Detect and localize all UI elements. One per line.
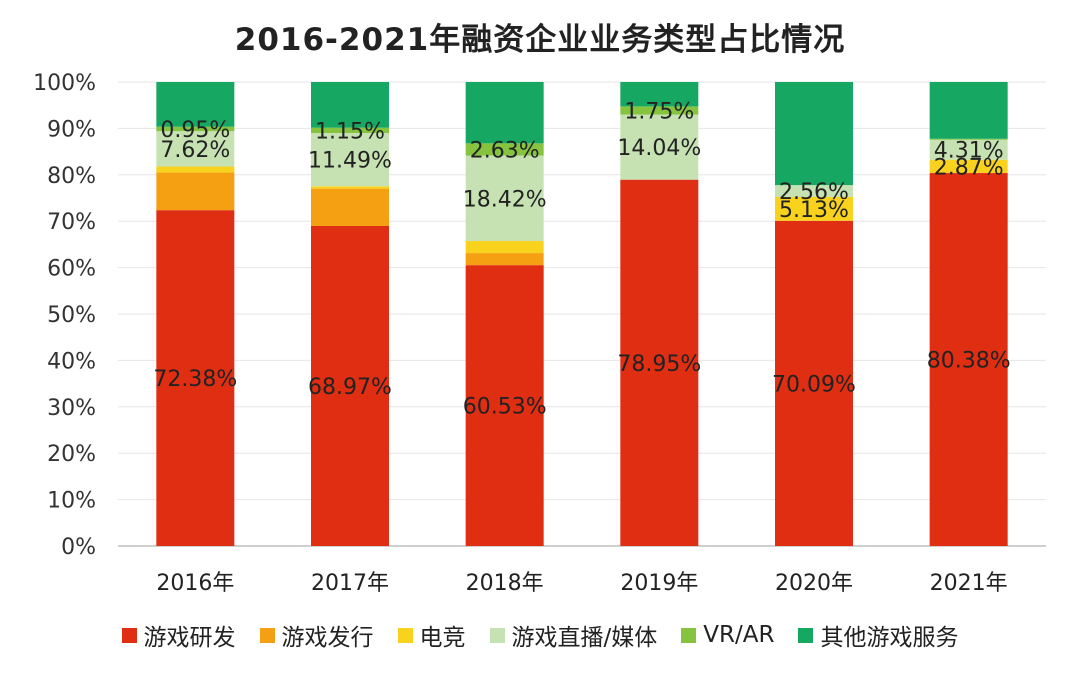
legend-label: 游戏研发 [143, 625, 236, 651]
legend-item: 其他游戏服务 [798, 618, 958, 652]
bar-segment-3-3 [620, 114, 699, 180]
y-tick-label: 20% [47, 442, 96, 467]
bar-segment-2-1 [465, 253, 544, 266]
stacked-bar-chart: 0% 10% 20% 30% 40% 50% 60% 70% 80% 90% 100% 72.38% 7… [33, 71, 1046, 596]
bar-segment-5-0 [929, 173, 1008, 546]
legend-item: 电竞 [397, 618, 466, 652]
bar-segment-2-2 [465, 241, 544, 254]
bar-segment-4-5 [775, 82, 853, 186]
data-label-1-4: 1.15% [315, 119, 385, 144]
legend-label: 其他游戏服务 [820, 625, 959, 651]
bar-segment-1-5 [311, 82, 389, 128]
bar-segment-4-0 [775, 220, 853, 546]
data-label-5-3: 4.31% [934, 139, 1004, 164]
bar-segment-0-3 [156, 131, 235, 167]
data-label-5-2: 2.87% [934, 155, 1004, 180]
y-tick-label: 50% [47, 303, 96, 328]
legend-swatch [798, 627, 814, 643]
bar-segment-1-0 [311, 225, 389, 547]
bar-segment-0-5 [156, 82, 235, 127]
bar-segment-4-2 [775, 196, 853, 221]
y-tick-label: 40% [47, 349, 96, 374]
legend-item: 游戏研发 [121, 618, 236, 652]
data-label-2-0: 60.53% [463, 395, 547, 420]
bar-segment-4-3 [775, 185, 853, 197]
y-tick-label: 80% [47, 164, 96, 189]
bar-segment-5-4 [929, 138, 1008, 140]
x-tick-label: 2019年 [620, 571, 698, 596]
legend-swatch [259, 627, 275, 643]
legend-swatch [121, 627, 137, 643]
data-label-3-4: 1.75% [624, 99, 694, 124]
legend-swatch [397, 627, 413, 643]
data-label-0-3: 7.62% [160, 138, 230, 163]
data-label-2-4: 2.63% [470, 138, 540, 163]
data-label-2-3: 18.42% [463, 187, 547, 212]
legend-swatch [681, 627, 697, 643]
y-tick-label: 0% [61, 535, 96, 560]
data-label-0-0: 72.38% [153, 367, 237, 392]
x-tick-label: 2021年 [930, 571, 1008, 596]
y-tick-label: 30% [47, 396, 96, 421]
bar-segment-5-2 [929, 159, 1008, 174]
x-tick-label: 2017年 [311, 571, 389, 596]
y-tick-label: 70% [47, 210, 96, 235]
bar-segment-2-4 [465, 143, 544, 156]
bar-segment-3-0 [620, 179, 699, 546]
y-tick-label: 90% [47, 117, 96, 142]
bar-segment-5-3 [929, 139, 1008, 160]
bar-segment-0-2 [156, 166, 235, 173]
data-label-4-3: 2.56% [779, 180, 849, 205]
legend-label: VR/AR [703, 622, 775, 648]
data-label-3-0: 78.95% [617, 352, 701, 377]
bar-segment-5-5 [929, 82, 1008, 139]
y-tick-label: 60% [47, 257, 96, 282]
bar-segment-1-2 [311, 186, 389, 189]
bar-segment-2-3 [465, 155, 544, 242]
y-tick-label: 10% [47, 489, 96, 514]
legend-label: 电竞 [419, 625, 466, 651]
x-tick-label: 2016年 [156, 571, 234, 596]
data-label-4-0: 70.09% [772, 372, 856, 397]
bar-segment-3-5 [620, 82, 699, 107]
legend-swatch [489, 627, 505, 643]
bar-segment-0-1 [156, 172, 235, 211]
data-label-5-0: 80.38% [927, 349, 1011, 374]
legend-item: VR/AR [681, 618, 774, 652]
data-label-1-0: 68.97% [308, 375, 392, 400]
bar-segment-2-0 [465, 265, 544, 546]
x-tick-label: 2018年 [466, 571, 544, 596]
bar-segment-0-4 [156, 126, 235, 132]
legend-item: 游戏发行 [259, 618, 374, 652]
bar-segment-1-4 [311, 127, 389, 133]
legend-item: 游戏直播/媒体 [489, 618, 658, 652]
legend-label: 游戏发行 [281, 625, 374, 651]
bar-segment-1-1 [311, 188, 389, 226]
data-label-3-3: 14.04% [617, 136, 701, 161]
legend-label: 游戏直播/媒体 [511, 625, 658, 651]
bar-segment-0-0 [156, 210, 235, 546]
data-label-1-3: 11.49% [308, 149, 392, 174]
chart-legend: 游戏研发 游戏发行 电竞 游戏直播/媒体 VR/AR 其他游戏服务 [0, 618, 1080, 652]
bar-segment-1-3 [311, 132, 389, 187]
bar-segment-2-5 [465, 82, 544, 144]
data-label-0-4: 0.95% [160, 118, 230, 143]
x-tick-label: 2020年 [775, 571, 853, 596]
chart-title: 2016-2021年融资企业业务类型占比情况 [234, 22, 846, 58]
y-tick-label: 100% [33, 71, 96, 96]
data-label-4-2: 5.13% [779, 198, 849, 223]
bar-segment-3-4 [620, 106, 699, 115]
